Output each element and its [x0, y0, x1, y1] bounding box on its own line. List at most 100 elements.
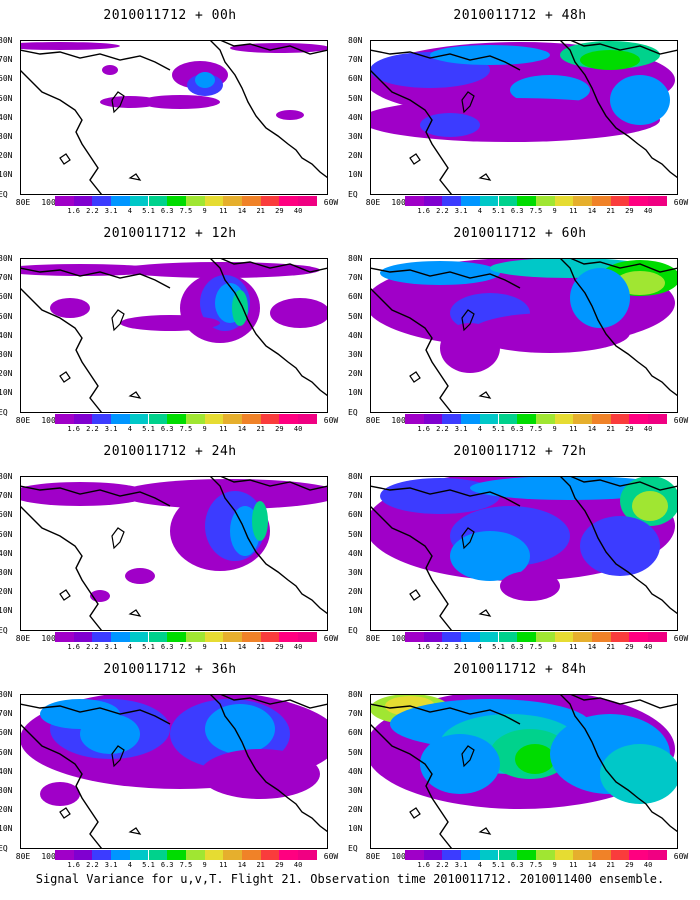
variance-map [370, 40, 678, 195]
colorbar-label: 1.6 [67, 425, 81, 433]
lon-label: 100E [41, 198, 61, 207]
colorbar-label: 4 [477, 425, 482, 433]
lon-label: 80E [15, 852, 31, 861]
lat-label: 60N [0, 510, 13, 520]
variance-contour [20, 482, 150, 506]
colorbar-label: 11 [569, 207, 578, 215]
lat-label: 10N [348, 388, 363, 398]
colorbar-swatch [73, 850, 93, 860]
variance-map [370, 258, 678, 413]
colorbar-swatch [92, 632, 112, 642]
coastline [569, 694, 678, 709]
variance-contour [50, 298, 90, 318]
colorbar-label: 5.1 [142, 207, 155, 215]
colorbar-label: 9 [202, 643, 207, 651]
coastline [559, 40, 678, 179]
colorbar-label: 40 [293, 643, 303, 651]
colorbar-label: 9 [552, 643, 557, 651]
colorbar-label: 21 [256, 425, 265, 433]
lat-label: EQ [348, 843, 358, 853]
lat-label: 50N [0, 529, 13, 539]
lat-label: 50N [348, 93, 363, 103]
lat-label: 20N [348, 805, 363, 815]
map-panel-36h: 2010011712 + 36h 80N 70N 60N 50N 40N 30N 20N 10N… [0, 654, 340, 869]
island-outline [461, 527, 475, 550]
colorbar-swatch [148, 632, 168, 642]
lat-label: 30N [0, 568, 13, 577]
colorbar-label: 29 [275, 861, 284, 869]
colorbar-swatch [405, 196, 424, 206]
map-frame [370, 476, 678, 631]
lon-label: 100E [391, 634, 411, 643]
map-frame [20, 258, 328, 413]
colorbar-swatch [517, 632, 536, 642]
lat-label: EQ [348, 625, 358, 635]
lat-label: 40N [0, 548, 13, 558]
colorbar-label: 21 [256, 643, 265, 651]
colorbar-swatch [111, 850, 130, 860]
island-outline [111, 309, 125, 332]
variance-contour [450, 531, 530, 581]
lat-label: 10N [0, 170, 13, 180]
lat-label: 50N [348, 747, 363, 757]
lat-label: 20N [348, 151, 363, 161]
coastline [20, 723, 103, 849]
colorbar-swatch [554, 196, 574, 206]
colorbar-swatch [167, 632, 186, 642]
colorbar-label: 4 [127, 643, 132, 651]
colorbar-swatch [554, 414, 574, 424]
island-outline [409, 589, 492, 617]
colorbar-swatch [442, 196, 462, 206]
colorbar-swatch [148, 850, 168, 860]
colorbar-label: 6.3 [160, 207, 174, 215]
lat-label: 10N [348, 824, 363, 834]
colorbar-label: 21 [606, 207, 615, 215]
colorbar-swatch [92, 196, 112, 206]
colorbar-swatch [167, 414, 186, 424]
colorbar-label: 21 [256, 861, 265, 869]
colorbar-swatch [423, 196, 443, 206]
map-frame [370, 40, 678, 195]
colorbar-label: 9 [202, 425, 207, 433]
colorbar-label: 3.1 [104, 861, 118, 869]
colorbar-label: 1.6 [67, 207, 81, 215]
colorbar-swatch [517, 414, 536, 424]
colorbar-label: 4 [127, 861, 132, 869]
colorbar-swatch [573, 632, 592, 642]
colorbar-swatch [185, 632, 205, 642]
colorbar-swatch [629, 414, 649, 424]
map-panel-48h: 2010011712 + 48h 80N 70N 60N 50N 40N 30N 20N 10N… [348, 0, 690, 215]
lon-label: 60W [673, 634, 689, 643]
colorbar-label: 4 [477, 643, 482, 651]
colorbar-swatch [610, 414, 630, 424]
colorbar-label: 7.5 [179, 207, 193, 215]
variance-contour [580, 50, 640, 70]
panel-title: 2010011712 + 24h [103, 444, 237, 459]
colorbar-label: 9 [552, 207, 557, 215]
colorbar-label: 2.2 [86, 207, 99, 215]
colorbar-label: 1.6 [417, 643, 431, 651]
lon-label: 80E [365, 634, 381, 643]
panel-title: 2010011712 + 12h [103, 226, 237, 241]
lat-label: 30N [348, 568, 363, 577]
colorbar: 1.6 2.2 3.1 4 5.1 6.3 7.5 9 11 14 21 29 40 [55, 632, 317, 654]
colorbar-label: 40 [643, 643, 653, 651]
variance-contour [580, 516, 660, 576]
colorbar-label: 14 [237, 861, 247, 869]
colorbar-label: 7.5 [179, 643, 193, 651]
lat-label: 60N [0, 292, 13, 302]
colorbar-label: 5.1 [142, 861, 155, 869]
colorbar-swatch [517, 196, 536, 206]
lat-label: 70N [348, 273, 363, 283]
colorbar-label: 11 [569, 425, 578, 433]
colorbar-label: 4 [127, 207, 132, 215]
lat-label: 20N [0, 587, 13, 597]
colorbar-swatch [129, 850, 149, 860]
panel-title: 2010011712 + 48h [453, 8, 587, 23]
map-frame [370, 258, 678, 413]
map-panel-24h: 2010011712 + 24h 80N 70N 60N 50N 40N 30N 20N 10N… [0, 436, 340, 651]
colorbar-label: 14 [237, 643, 247, 651]
variance-contour [510, 75, 590, 105]
colorbar-label: 1.6 [417, 861, 431, 869]
colorbar-swatch [405, 414, 424, 424]
